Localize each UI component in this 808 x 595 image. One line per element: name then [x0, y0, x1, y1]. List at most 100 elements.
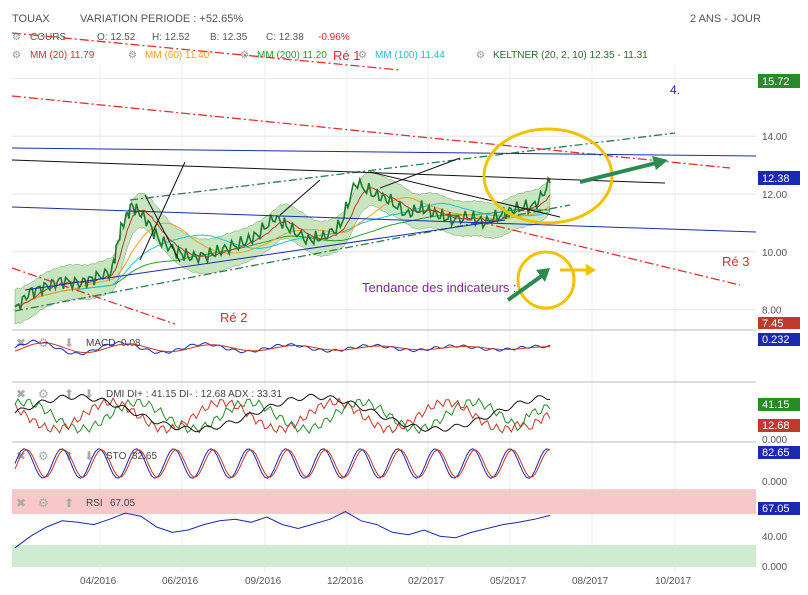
rsi-overbought-zone — [12, 490, 756, 514]
black-wedge-2 — [144, 194, 181, 263]
macd-badge — [758, 333, 800, 346]
rsi-oversold-zone — [12, 545, 756, 567]
price-grid — [12, 64, 756, 572]
x-tick-label: 04/2016 — [80, 576, 117, 587]
badge-high-level — [758, 74, 800, 88]
close-change: -0.96% — [318, 32, 350, 43]
re2-label: Ré 2 — [220, 310, 247, 325]
x-tick-label: 10/2017 — [655, 576, 692, 587]
resistance-line-3 — [11, 95, 731, 169]
arrow-up-icon[interactable]: ⬆ — [64, 496, 74, 510]
sto-zero-tick: 0.000 — [762, 477, 787, 488]
mm100-line — [14, 202, 551, 308]
highlight-circle-indicators — [516, 250, 576, 310]
rsi-badge-text: 67.05 — [762, 503, 790, 515]
close-icon[interactable]: ✖ — [16, 496, 26, 510]
dmi-zero-tick: 0.000 — [762, 435, 787, 446]
rsi-value: 67.05 — [110, 498, 135, 509]
gear-icon[interactable]: ⚙ — [476, 50, 485, 61]
mm60-line — [14, 196, 551, 308]
arrow-down-icon[interactable]: ⬇ — [84, 387, 94, 401]
indicator-trend-label: Tendance des indicateurs : — [362, 280, 517, 295]
gear-icon[interactable]: ⚙ — [38, 387, 49, 401]
gear-icon[interactable]: ⚙ — [358, 50, 367, 61]
blue-channel-bottom — [11, 206, 757, 233]
black-trendline — [11, 159, 666, 184]
resistance-line-1 — [11, 32, 401, 71]
arrow-up-icon[interactable]: ⬆ — [64, 449, 74, 463]
y-tick-label: 8.00 — [762, 306, 782, 317]
variation-label: VARIATION PERIODE : +52.65% — [80, 13, 243, 25]
mm20-legend: MM (20) 11.79 — [30, 50, 95, 61]
keltner-legend: KELTNER (20, 2, 10) 12.35 - 11.31 — [493, 50, 648, 61]
period-label[interactable]: 2 ANS - JOUR — [690, 13, 761, 25]
badge-low-text: 7.45 — [762, 318, 783, 330]
macd-panel: ✖ ⚙ ⬇ MACD 0.08 0.232 — [12, 329, 800, 356]
x-tick-label: 05/2017 — [490, 576, 527, 587]
y-tick-label: 12.00 — [762, 190, 787, 201]
re1-label: Ré 1 — [333, 48, 360, 63]
adx-line — [14, 393, 551, 433]
blue-channel-top — [11, 147, 757, 157]
rsi-panel: ✖ ⚙ ⬆ RSI 67.05 67.05 40.00 0.000 — [12, 489, 800, 573]
high-value: H: 12.52 — [152, 32, 190, 43]
resistance-line-2 — [11, 267, 176, 325]
rsi-badge — [758, 502, 800, 515]
ticker-label: TOUAX — [12, 13, 50, 25]
gear-icon[interactable]: ⚙ — [128, 50, 137, 61]
sto-panel: ✖ ⚙ ⬆ ⬇ STO 82.65 82.65 0.000 — [12, 441, 800, 488]
gear-icon[interactable]: ⚙ — [12, 50, 21, 61]
low-value: B: 12.35 — [210, 32, 248, 43]
sto-d-line — [14, 449, 551, 478]
macd-line — [14, 339, 551, 356]
x-tick-label: 08/2017 — [572, 576, 609, 587]
dmi-minus-badge-text: 12.68 — [762, 420, 790, 432]
macd-label: MACD — [86, 338, 115, 349]
mm100-legend: MM (100) 11.44 — [375, 50, 445, 61]
dmi-plus-badge-text: 41.15 — [762, 399, 790, 411]
arrow-down-icon[interactable]: ⬇ — [84, 449, 94, 463]
arrow-up-icon[interactable]: ⬆ — [64, 387, 74, 401]
rsi-line — [14, 511, 551, 549]
x-tick-label: 09/2016 — [245, 576, 282, 587]
close-icon[interactable]: ✖ — [16, 387, 26, 401]
macd-signal-line — [14, 342, 551, 354]
gear-icon[interactable]: ⚙ — [38, 449, 49, 463]
blue-support — [24, 219, 506, 291]
black-wedge-4 — [379, 157, 461, 189]
flat-arrowhead — [586, 264, 596, 276]
dmi-minus-badge — [758, 419, 800, 432]
mm200-legend: MM (200) 11.20 — [257, 50, 327, 61]
badge-last-text: 12.38 — [762, 173, 790, 185]
x-tick-label: 06/2016 — [162, 576, 199, 587]
rsi-zero-tick: 0.000 — [762, 562, 787, 573]
mm20-line — [14, 187, 551, 308]
x-tick-label: 02/2017 — [408, 576, 445, 587]
black-wedge-1 — [139, 161, 186, 261]
badge-low-level — [758, 317, 800, 329]
gear-icon[interactable]: ⚙ — [12, 32, 21, 43]
open-value: O: 12.52 — [97, 32, 136, 43]
re3-label: Ré 3 — [722, 254, 749, 269]
badge-last — [758, 171, 800, 185]
label-4: 4. — [670, 83, 680, 97]
black-wedge-3 — [279, 179, 321, 216]
close-value: C: 12.38 — [266, 32, 304, 43]
arrow-down-icon[interactable]: ⬇ — [64, 336, 74, 350]
trendlines — [11, 32, 757, 325]
legend-row-2: ⚙ MM (20) 11.79 ⚙ MM (60) 11.40 ⚙ MM (20… — [12, 50, 648, 61]
indicator-arrowhead — [536, 268, 550, 282]
dmi-minus-line — [14, 397, 551, 434]
x-axis: 04/2016 06/2016 09/2016 12/2016 02/2017 05/20… — [80, 576, 692, 587]
dmi-plus-badge — [758, 398, 800, 411]
badge-high-text: 15.72 — [762, 76, 790, 88]
gear-icon[interactable]: ⚙ — [38, 496, 49, 510]
close-icon[interactable]: ✖ — [16, 336, 26, 350]
cours-label: COURS — [30, 32, 66, 43]
sto-label: STO — [106, 451, 127, 462]
rsi-label: RSI — [86, 498, 103, 509]
legend-row-1: ⚙ COURS O: 12.52 H: 12.52 B: 12.35 C: 12… — [12, 32, 350, 43]
x-tick-label: 12/2016 — [327, 576, 364, 587]
